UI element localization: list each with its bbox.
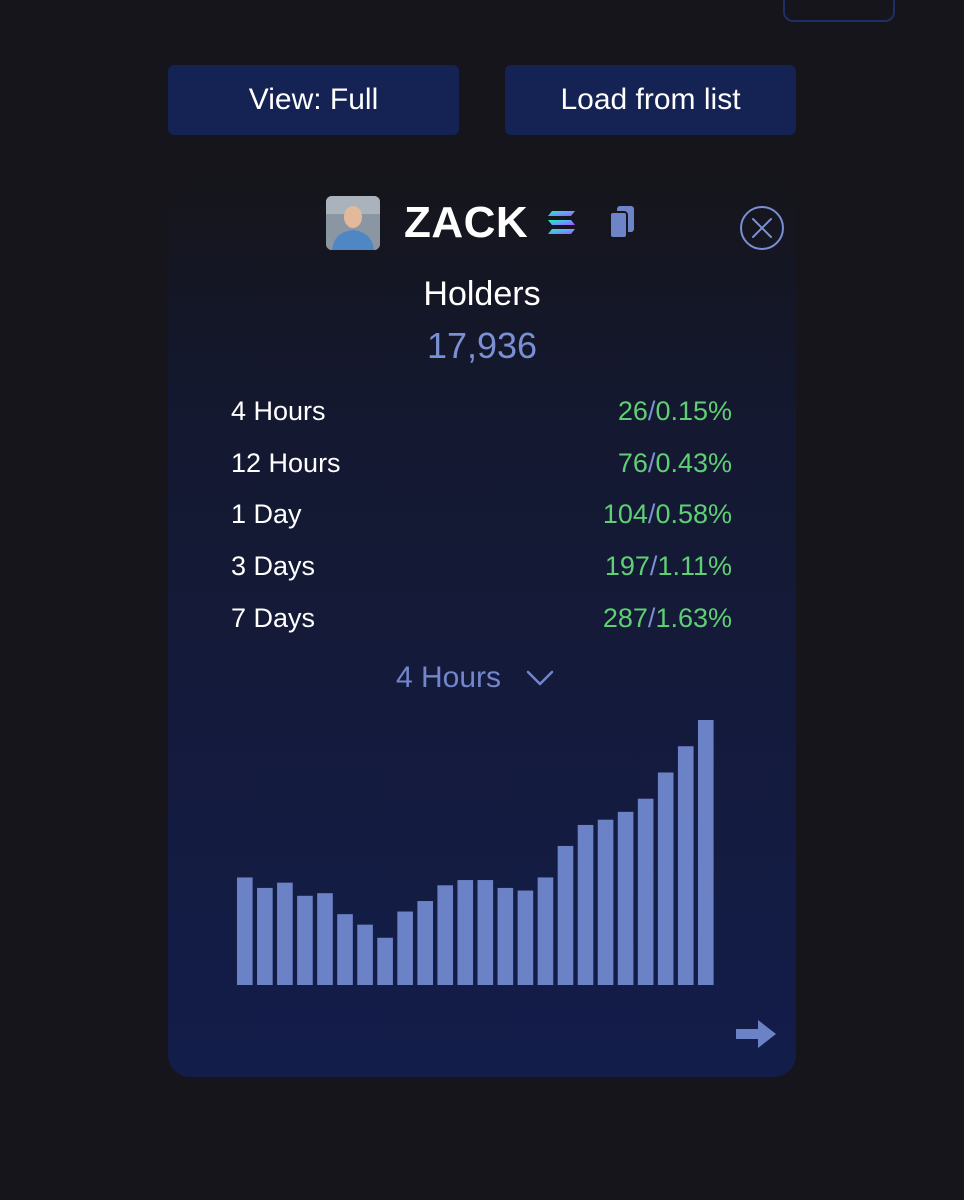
stat-percent: 0.58% [655, 499, 732, 530]
stat-percent: 0.15% [655, 396, 732, 426]
chart-bar [557, 845, 574, 985]
stat-percent: 0.43% [655, 447, 732, 478]
stat-percent: 1.11% [657, 551, 732, 582]
card-header: ZACK [168, 194, 796, 252]
chart-bar [337, 914, 353, 985]
token-avatar [326, 196, 380, 250]
view-mode-button[interactable]: View: Full [168, 65, 459, 135]
chart-bar [537, 877, 554, 985]
chart-bar [377, 937, 393, 985]
arrow-right-icon[interactable] [734, 1018, 778, 1050]
chart-bar [297, 895, 313, 985]
stat-label: 12 Hours [231, 447, 341, 478]
stat-count: 197 [604, 551, 650, 582]
chart-bar [477, 880, 494, 985]
stat-percent: 1.63% [655, 602, 732, 633]
top-partial-button[interactable] [783, 0, 895, 22]
copy-icon[interactable] [608, 204, 636, 240]
holders-count: 17,936 [426, 325, 538, 366]
stat-count: 26 [617, 396, 648, 426]
chart-bar [637, 798, 654, 985]
solana-icon [548, 211, 575, 234]
holders-label: Holders [423, 275, 541, 313]
period-selected-label: 4 Hours [396, 661, 502, 694]
chart-bar [577, 824, 594, 985]
chart-bar [497, 887, 514, 985]
stat-value: 287/1.63% [602, 602, 732, 633]
holder-change-stats: 4 Hours 26/0.15% 12 Hours 76/0.43% 1 Day… [231, 388, 732, 646]
period-dropdown[interactable]: 4 Hours [396, 658, 555, 698]
stat-value: 104/0.58% [602, 499, 732, 530]
stat-label: 7 Days [231, 602, 316, 633]
close-circle-icon[interactable] [739, 205, 785, 251]
token-holders-card: ZACK Holders 17,936 4 Hours [168, 180, 796, 1077]
stat-value: 76/0.43% [617, 447, 732, 478]
chart-bar [597, 819, 614, 985]
chart-bar [357, 924, 373, 985]
chart-bar [617, 811, 634, 985]
load-from-list-button[interactable]: Load from list [505, 65, 796, 135]
chart-bar [277, 882, 293, 985]
chevron-down-icon [526, 670, 554, 686]
stat-label: 1 Day [231, 499, 302, 530]
stat-count: 287 [602, 602, 648, 633]
chart-bar [517, 890, 534, 985]
chart-bar [437, 885, 454, 985]
chart-bar [657, 772, 674, 985]
chart-bar [697, 720, 714, 985]
chart-bar [397, 911, 413, 985]
chart-bar [417, 901, 434, 985]
chart-bar [237, 877, 253, 985]
stat-value: 197/1.11% [604, 551, 732, 582]
chart-bar [317, 893, 333, 985]
stat-value: 26/0.15% [617, 396, 732, 426]
stat-row: 7 Days 287/1.63% [231, 595, 732, 647]
stat-label: 3 Days [231, 551, 316, 582]
stat-row: 3 Days 197/1.11% [231, 543, 732, 595]
stat-row: 4 Hours 26/0.15% [231, 388, 732, 440]
holders-bar-chart [237, 720, 714, 985]
token-name: ZACK [404, 198, 529, 247]
chart-bar [457, 880, 474, 985]
stat-row: 12 Hours 76/0.43% [231, 440, 732, 492]
stat-count: 76 [617, 447, 648, 478]
stat-count: 104 [602, 499, 648, 530]
chart-bar [257, 887, 273, 985]
chart-bar [677, 746, 694, 985]
stat-label: 4 Hours [231, 396, 326, 426]
stat-row: 1 Day 104/0.58% [231, 491, 732, 543]
